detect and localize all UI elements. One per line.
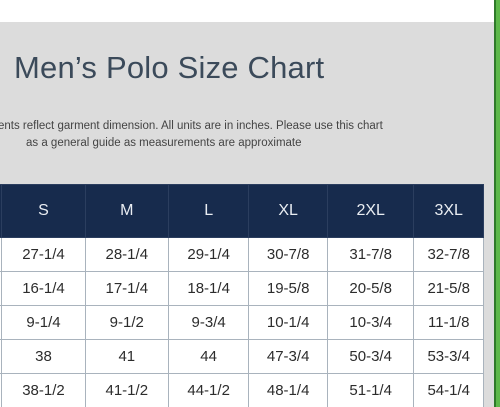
table-cell: 9-1/2 [84, 305, 169, 340]
table-cell: 48-1/4 [248, 373, 328, 407]
table-cell: 30-7/8 [248, 237, 328, 272]
accent-bar-edge [494, 0, 496, 407]
header-size-3xl: 3XL [413, 184, 484, 238]
table-cell: 18-1/4 [167, 271, 250, 306]
table-cell: 21-5/8 [413, 271, 484, 306]
table-cell: 44-1/2 [167, 373, 250, 407]
table-cell: 27-1/4 [1, 237, 86, 272]
table-header-row: S M L XL 2XL 3XL [0, 184, 484, 238]
table-cell: 10-1/4 [248, 305, 328, 340]
table-cell: 51-1/4 [326, 373, 415, 407]
size-table: S M L XL 2XL 3XL 27-1/4 28-1/4 29-1/4 30… [0, 184, 484, 407]
table-row: 38 41 44 47-3/4 50-3/4 53-3/4 [0, 339, 484, 374]
table-cell: 10-3/4 [326, 305, 415, 340]
table-cell: 38-1/2 [1, 373, 86, 407]
table-cell: 31-7/8 [326, 237, 415, 272]
table-cell: 32-7/8 [413, 237, 484, 272]
accent-bar [494, 0, 500, 407]
table-cell: 9-3/4 [167, 305, 250, 340]
size-note-line-2: as a general guide as measurements are a… [26, 137, 302, 149]
header-size-s: S [1, 184, 86, 238]
table-cell: 28-1/4 [84, 237, 169, 272]
table-row: 27-1/4 28-1/4 29-1/4 30-7/8 31-7/8 32-7/… [0, 237, 484, 272]
table-cell: 19-5/8 [248, 271, 328, 306]
table-row: 9-1/4 9-1/2 9-3/4 10-1/4 10-3/4 11-1/8 [0, 305, 484, 340]
table-cell: 17-1/4 [84, 271, 169, 306]
table-cell: 20-5/8 [326, 271, 415, 306]
table-cell: 54-1/4 [413, 373, 484, 407]
size-note-line-1: ents reflect garment dimension. All unit… [0, 120, 383, 132]
header-size-xl: XL [248, 184, 328, 238]
table-cell: 16-1/4 [1, 271, 86, 306]
table-cell: 41-1/2 [84, 373, 169, 407]
table-cell: 53-3/4 [413, 339, 484, 374]
table-cell: 47-3/4 [248, 339, 328, 374]
table-row: 16-1/4 17-1/4 18-1/4 19-5/8 20-5/8 21-5/… [0, 271, 484, 306]
header-size-2xl: 2XL [326, 184, 415, 238]
header-size-l: L [167, 184, 250, 238]
table-cell: 38 [1, 339, 86, 374]
table-row: 38-1/2 41-1/2 44-1/2 48-1/4 51-1/4 54-1/… [0, 373, 484, 407]
header-size-m: M [84, 184, 169, 238]
table-cell: 29-1/4 [167, 237, 250, 272]
size-chart-panel: Men’s Polo Size Chart ents reflect garme… [0, 22, 494, 407]
table-cell: 11-1/8 [413, 305, 484, 340]
table-cell: 9-1/4 [1, 305, 86, 340]
table-cell: 50-3/4 [326, 339, 415, 374]
table-cell: 41 [84, 339, 169, 374]
page-title: Men’s Polo Size Chart [14, 50, 325, 85]
table-cell: 44 [167, 339, 250, 374]
